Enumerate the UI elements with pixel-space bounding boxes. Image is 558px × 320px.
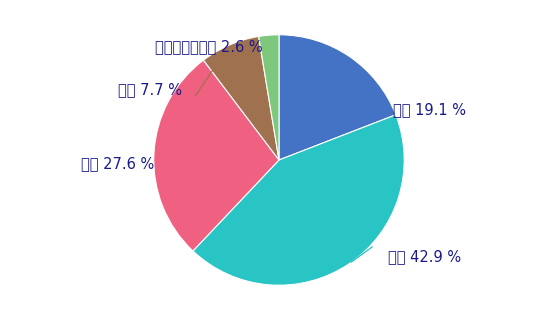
Wedge shape: [258, 35, 279, 160]
Text: 大二 42.9 %: 大二 42.9 %: [387, 249, 461, 264]
Wedge shape: [193, 115, 404, 285]
Wedge shape: [279, 35, 396, 160]
Wedge shape: [204, 36, 279, 160]
Wedge shape: [154, 60, 279, 251]
Text: 大四 7.7 %: 大四 7.7 %: [118, 82, 182, 97]
Text: 已毕业及研究生 2.6 %: 已毕业及研究生 2.6 %: [155, 39, 262, 54]
Text: 大三 27.6 %: 大三 27.6 %: [80, 156, 154, 171]
Text: 大一 19.1 %: 大一 19.1 %: [392, 102, 465, 117]
